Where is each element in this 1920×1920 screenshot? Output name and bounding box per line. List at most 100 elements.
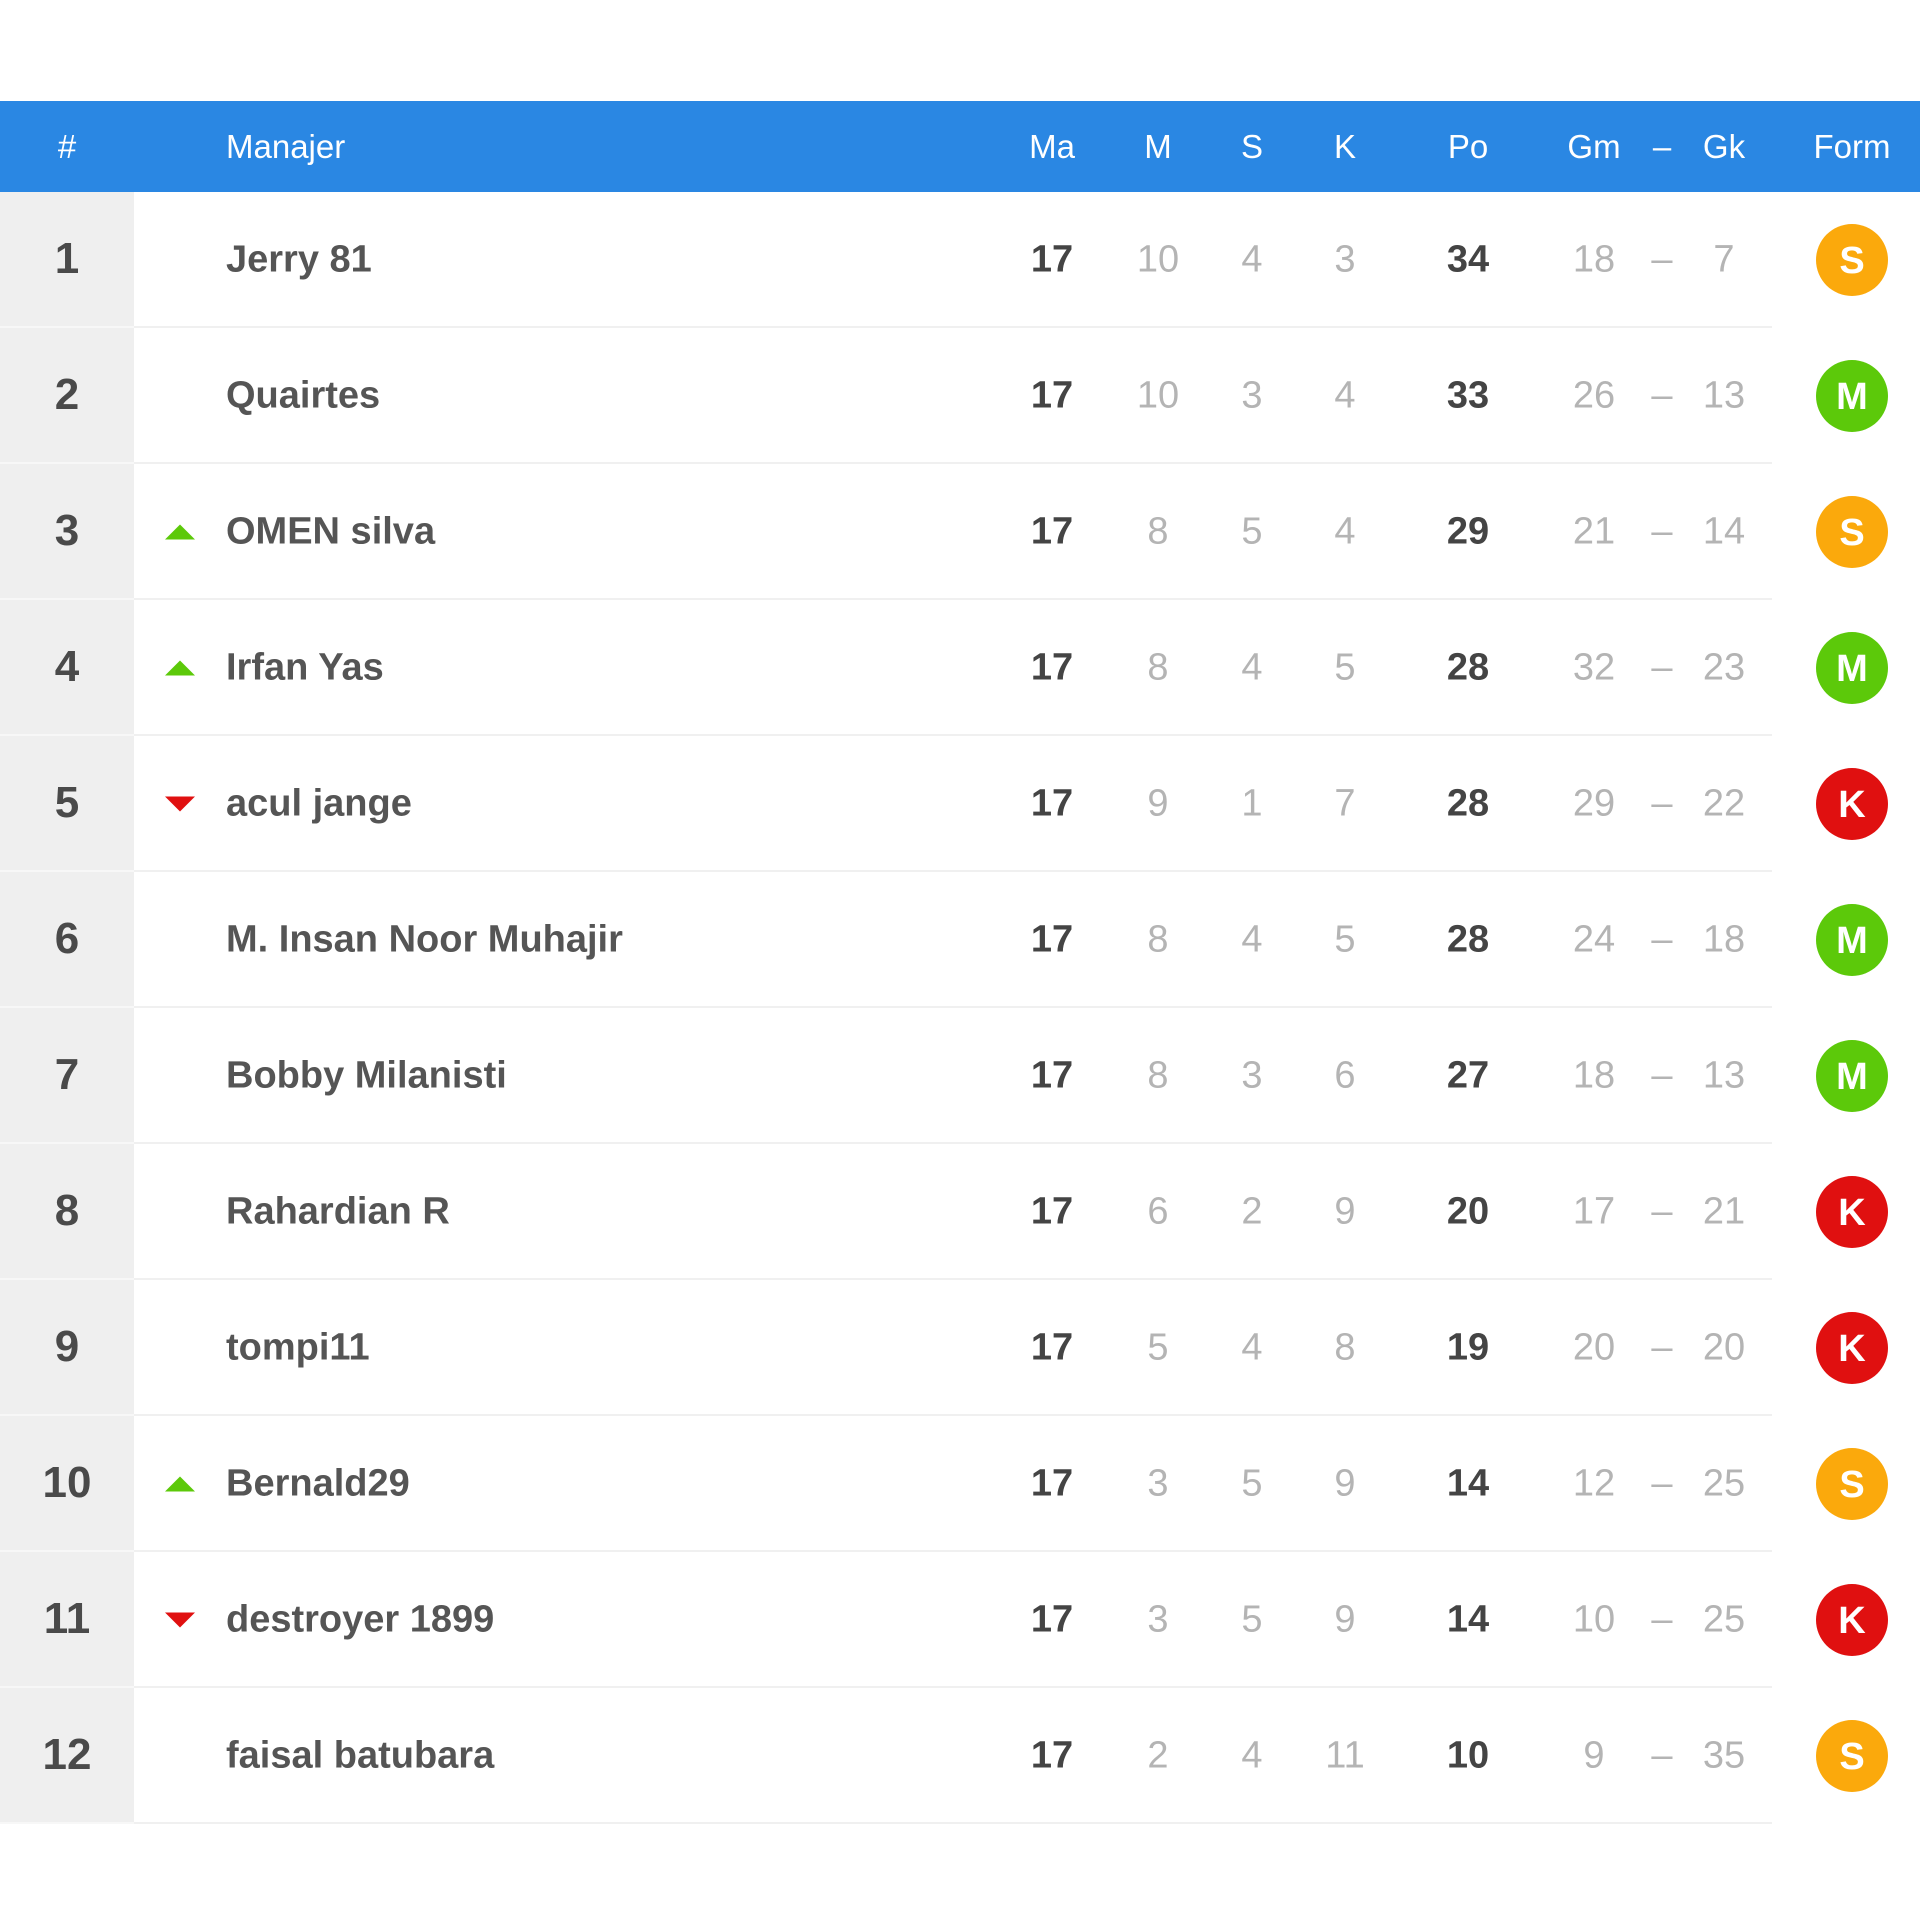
wins: 8 <box>1147 510 1169 553</box>
row-divider <box>134 1550 1772 1552</box>
rank-number: 11 <box>43 1594 91 1643</box>
manager-name[interactable]: destroyer 1899 <box>226 1598 495 1641</box>
rank-number: 10 <box>42 1458 92 1507</box>
manager-name[interactable]: Bobby Milanisti <box>226 1054 507 1097</box>
goals-against: 20 <box>1702 1326 1746 1369</box>
row-divider <box>134 598 1772 600</box>
rank-number: 6 <box>54 914 80 963</box>
header-rank[interactable]: # <box>57 127 77 165</box>
rank-number: 1 <box>54 234 80 283</box>
manager-name[interactable]: Quairtes <box>226 374 381 417</box>
rank-number: 4 <box>54 642 80 691</box>
manager-name[interactable]: Jerry 81 <box>226 238 372 281</box>
goals-against: 25 <box>1702 1462 1746 1505</box>
manager-name[interactable]: OMEN silva <box>226 510 436 553</box>
row-divider <box>134 1822 1772 1824</box>
rank-number: 3 <box>54 506 80 555</box>
manager-name[interactable]: faisal batubara <box>226 1734 495 1777</box>
points: 27 <box>1446 1054 1490 1097</box>
matches-played: 17 <box>1030 918 1074 961</box>
manager-name[interactable]: acul jange <box>226 782 412 825</box>
table-row[interactable]: 5 acul jange 17 9 1 7 28 29 22– K <box>0 736 1920 872</box>
goals-against: 22 <box>1702 782 1746 825</box>
losses: 3 <box>1334 238 1356 281</box>
header-goals-for[interactable]: Gm <box>1567 127 1621 165</box>
goals-against: 18 <box>1702 918 1746 961</box>
goals-for: 12 <box>1572 1462 1616 1505</box>
goals-against: 25 <box>1702 1598 1746 1641</box>
rank-cell: 7 <box>0 1008 134 1144</box>
losses: 5 <box>1334 646 1356 689</box>
manager-name[interactable]: Rahardian R <box>226 1190 450 1233</box>
header-manager[interactable]: Manajer <box>226 127 346 165</box>
losses: 7 <box>1334 782 1356 825</box>
goals-for: 32 <box>1572 646 1616 689</box>
table-row[interactable]: 6 M. Insan Noor Muhajir 17 8 4 5 28 24 18– M <box>0 872 1920 1008</box>
header-losses[interactable]: K <box>1333 127 1357 165</box>
manager-name[interactable]: tompi11 <box>226 1326 370 1369</box>
wins: 5 <box>1147 1326 1169 1369</box>
standings-table: # Manajer Ma M S K Po Gm – Gk Form 1 Jerr… <box>0 101 1920 1824</box>
table-row[interactable]: 10 Bernald29 17 3 5 9 14 12 25– S <box>0 1416 1920 1552</box>
wins: 6 <box>1147 1190 1169 1233</box>
matches-played: 17 <box>1030 1734 1074 1777</box>
header-form[interactable]: Form <box>1813 127 1891 165</box>
rank-number: 8 <box>54 1186 80 1235</box>
points: 29 <box>1446 510 1490 553</box>
row-divider <box>134 1142 1772 1144</box>
form-badge: M <box>1816 904 1888 976</box>
rank-cell: 11 <box>0 1552 134 1688</box>
row-divider <box>134 326 1772 328</box>
losses: 6 <box>1334 1054 1356 1097</box>
manager-name[interactable]: M. Insan Noor Muhajir <box>226 918 623 961</box>
trend-up-icon <box>165 524 195 540</box>
points: 28 <box>1446 782 1490 825</box>
goals-separator: – <box>1651 1734 1673 1777</box>
table-row[interactable]: 8 Rahardian R 17 6 2 9 20 17 21– K <box>0 1144 1920 1280</box>
losses: 9 <box>1334 1462 1356 1505</box>
header-points[interactable]: Po <box>1447 127 1489 165</box>
table-row[interactable]: 11 destroyer 1899 17 3 5 9 14 10 25– K <box>0 1552 1920 1688</box>
row-divider <box>134 462 1772 464</box>
wins: 3 <box>1147 1462 1169 1505</box>
table-row[interactable]: 4 Irfan Yas 17 8 4 5 28 32 23– M <box>0 600 1920 736</box>
header-draws[interactable]: S <box>1240 127 1264 165</box>
rank-cell: 3 <box>0 464 134 600</box>
goals-for: 29 <box>1572 782 1616 825</box>
trend-down-icon <box>165 796 195 812</box>
table-row[interactable]: 9 tompi11 17 5 4 8 19 20 20– K <box>0 1280 1920 1416</box>
matches-played: 17 <box>1030 646 1074 689</box>
manager-name[interactable]: Bernald29 <box>226 1462 410 1505</box>
table-row[interactable]: 3 OMEN silva 17 8 5 4 29 21 14– S <box>0 464 1920 600</box>
points: 14 <box>1446 1598 1490 1641</box>
table-row[interactable]: 12 faisal batubara 17 2 4 11 10 9 35– S <box>0 1688 1920 1824</box>
trend-up-icon <box>165 660 195 676</box>
draws: 4 <box>1241 238 1263 281</box>
goals-separator: – <box>1651 1190 1673 1233</box>
points: 10 <box>1446 1734 1490 1777</box>
wins: 8 <box>1147 918 1169 961</box>
matches-played: 17 <box>1030 1462 1074 1505</box>
header-goals-against[interactable]: Gk <box>1702 127 1746 165</box>
manager-name[interactable]: Irfan Yas <box>226 646 384 689</box>
losses: 4 <box>1334 374 1356 417</box>
form-badge: M <box>1816 360 1888 432</box>
goals-against: 23 <box>1702 646 1746 689</box>
row-divider <box>134 1414 1772 1416</box>
rank-cell: 10 <box>0 1416 134 1552</box>
rank-cell: 5 <box>0 736 134 872</box>
table-row[interactable]: 2 Quairtes 17 10 3 4 33 26 13– M <box>0 328 1920 464</box>
goals-for: 20 <box>1572 1326 1616 1369</box>
goals-against: 14 <box>1702 510 1746 553</box>
wins: 8 <box>1147 1054 1169 1097</box>
table-row[interactable]: 1 Jerry 81 17 10 4 3 34 18 7– S <box>0 192 1920 328</box>
rank-cell: 8 <box>0 1144 134 1280</box>
matches-played: 17 <box>1030 510 1074 553</box>
form-badge: K <box>1816 1176 1888 1248</box>
header-wins[interactable]: M <box>1144 127 1172 165</box>
row-divider <box>134 1686 1772 1688</box>
header-matches[interactable]: Ma <box>1029 127 1075 165</box>
table-row[interactable]: 7 Bobby Milanisti 17 8 3 6 27 18 13– M <box>0 1008 1920 1144</box>
matches-played: 17 <box>1030 374 1074 417</box>
goals-separator: – <box>1651 1462 1673 1505</box>
